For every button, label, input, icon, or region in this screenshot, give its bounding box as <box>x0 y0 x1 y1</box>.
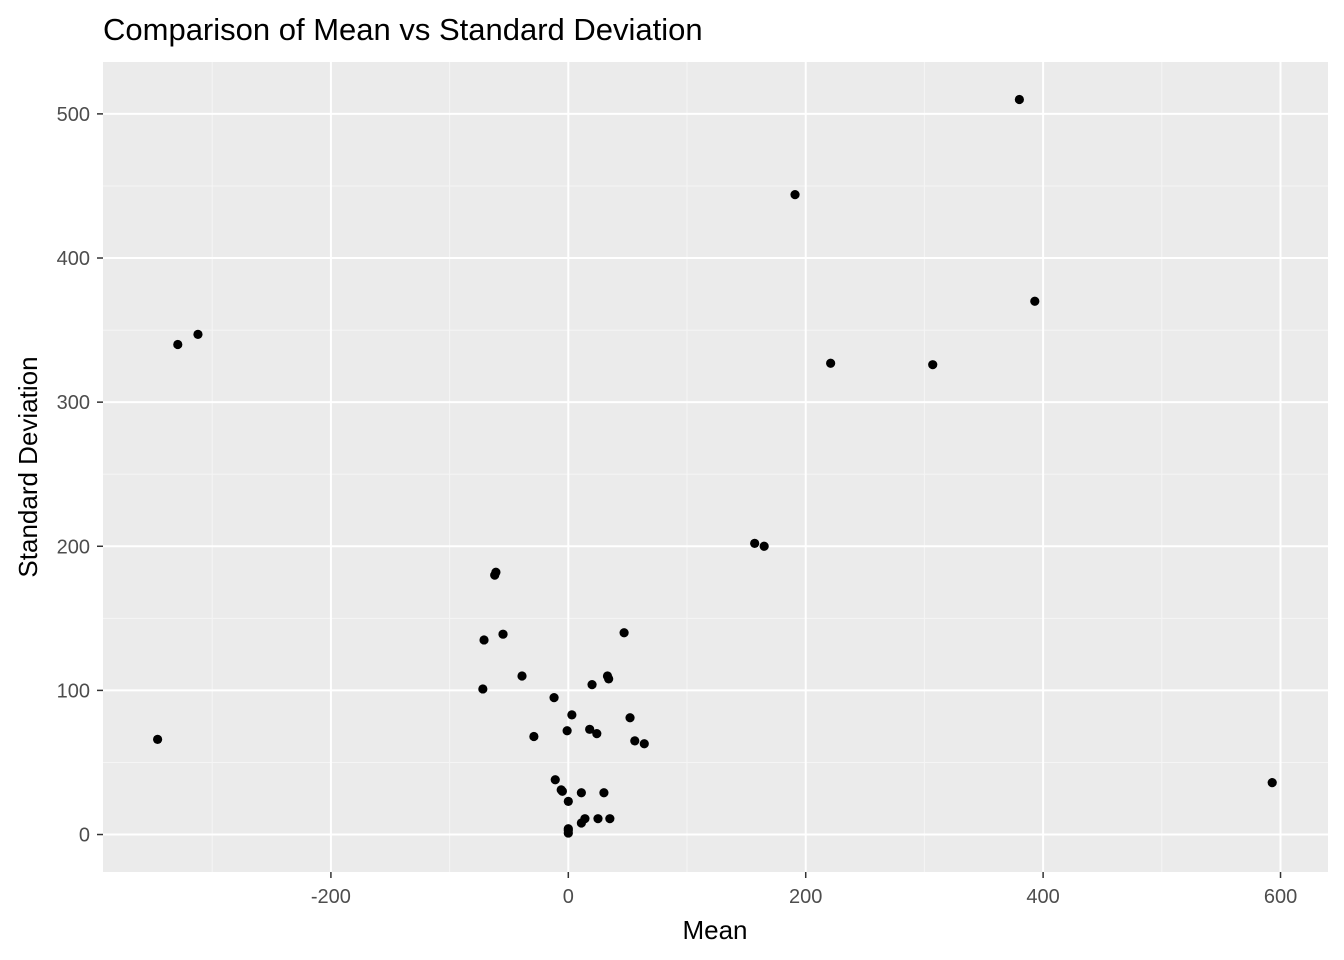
data-point <box>592 729 602 739</box>
y-tick-label: 500 <box>57 104 90 126</box>
data-point <box>478 684 488 694</box>
y-axis: 0 100 200 300 400 500 <box>57 104 103 847</box>
data-point <box>593 814 603 824</box>
x-tick-label: 400 <box>1026 886 1059 908</box>
data-point <box>567 710 577 720</box>
x-tick-label: -200 <box>311 886 351 908</box>
x-axis-title: Mean <box>682 915 747 945</box>
data-point <box>750 538 760 548</box>
x-tick-label: 0 <box>563 886 574 908</box>
data-point <box>563 828 573 838</box>
data-point <box>599 788 609 798</box>
x-tick-label: 200 <box>789 886 822 908</box>
data-point <box>563 796 573 806</box>
y-tick-label: 0 <box>79 825 90 847</box>
data-point <box>490 570 500 580</box>
data-point <box>639 739 649 749</box>
data-point <box>479 635 489 645</box>
data-point <box>529 731 539 742</box>
x-axis: -200 0 200 400 600 <box>311 872 1297 908</box>
data-point <box>562 726 572 736</box>
data-point <box>498 629 508 639</box>
data-point <box>193 329 203 340</box>
data-point <box>153 734 163 745</box>
data-point <box>1267 778 1277 788</box>
data-point <box>928 360 938 370</box>
data-point <box>625 713 635 723</box>
data-point <box>173 339 183 350</box>
data-point <box>576 788 586 798</box>
data-point <box>604 674 614 684</box>
data-point <box>1014 94 1024 105</box>
y-tick-label: 400 <box>57 248 90 270</box>
data-point <box>585 724 595 734</box>
data-point <box>790 189 800 200</box>
data-point <box>517 671 527 681</box>
minor-gridlines <box>103 62 1328 872</box>
data-point <box>1030 296 1040 306</box>
plot-panel <box>103 62 1328 872</box>
y-tick-label: 200 <box>57 536 90 558</box>
data-point <box>557 786 567 796</box>
x-tick-label: 600 <box>1264 886 1297 908</box>
major-gridlines <box>103 62 1328 872</box>
data-point <box>587 680 597 690</box>
y-tick-label: 100 <box>57 680 90 702</box>
data-point <box>605 814 615 824</box>
y-tick-label: 300 <box>57 392 90 414</box>
data-point <box>549 693 559 703</box>
data-points <box>153 94 1277 838</box>
y-axis-title: Standard Deviation <box>13 356 43 577</box>
data-point <box>576 818 586 828</box>
data-point <box>759 541 769 551</box>
data-point <box>550 775 560 785</box>
data-point <box>630 736 640 746</box>
chart-title: Comparison of Mean vs Standard Deviation <box>103 12 703 47</box>
data-point <box>619 628 629 638</box>
data-point <box>826 358 836 368</box>
